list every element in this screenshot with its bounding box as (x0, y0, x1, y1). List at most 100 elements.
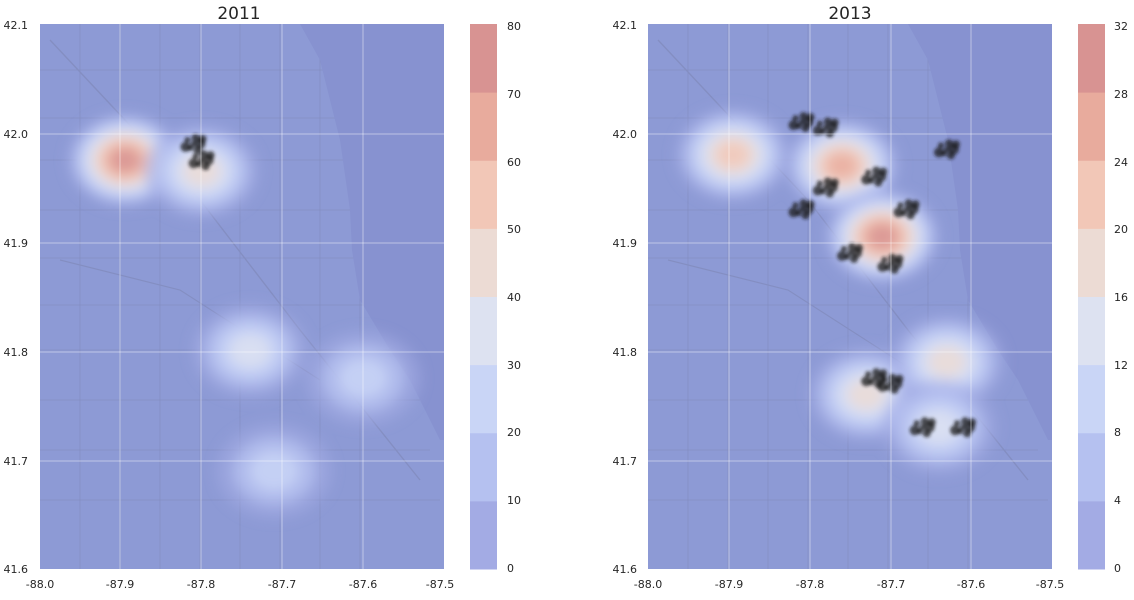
incident-cluster (877, 253, 904, 274)
x-tick-label: -87.6 (957, 578, 985, 591)
colorbar-tick-label: 8 (1114, 426, 1121, 439)
incident-point (906, 211, 915, 220)
incident-point (879, 369, 888, 378)
colorbar-band (470, 500, 497, 570)
incident-point (201, 162, 210, 171)
incident-point (874, 178, 883, 187)
density-contour (229, 334, 271, 368)
colorbar-band (470, 432, 497, 502)
lake-michigan (300, 24, 444, 440)
incident-point (837, 250, 847, 261)
x-tick-label: -87.8 (796, 578, 824, 591)
map-plot-area (648, 24, 1052, 569)
x-tick-label: -87.7 (877, 578, 905, 591)
incident-point (887, 260, 894, 267)
incident-point (193, 145, 202, 154)
incident-point (792, 115, 799, 122)
incident-point (822, 184, 829, 191)
incident-point (897, 202, 904, 209)
incident-point (865, 371, 872, 378)
incident-cluster (837, 242, 863, 263)
colorbar-band (1078, 228, 1105, 297)
incident-point (909, 425, 920, 436)
incident-point (893, 207, 904, 218)
y-tick-label: 41.9 (4, 237, 29, 250)
colorbar-band (470, 228, 497, 297)
x-axis-ticks: -88.0 -87.9 -87.8 -87.7 -87.6 -87.5 (634, 578, 1064, 591)
colorbar-tick-label: 40 (507, 291, 521, 304)
incident-cluster (861, 166, 888, 187)
incident-cluster (933, 139, 960, 160)
y-tick-label: 41.8 (613, 346, 638, 359)
incident-point (206, 151, 215, 160)
incident-point (881, 256, 888, 263)
x-tick-label: -87.6 (349, 578, 377, 591)
colorbar-tick-label: 32 (1114, 20, 1128, 33)
incident-point (806, 200, 815, 209)
incident-point (871, 173, 878, 180)
y-axis-ticks: 41.6 41.7 41.8 41.9 42.0 42.1 (4, 19, 29, 576)
colorbar-tick-label: 80 (507, 20, 521, 33)
incident-point (960, 424, 967, 431)
x-axis-ticks: -88.0 -87.9 -87.8 -87.7 -87.6 -87.5 (26, 578, 454, 591)
colorbar: 0 4 8 12 16 20 24 28 32 (1078, 20, 1128, 575)
colorbar-tick-label: 4 (1114, 494, 1121, 507)
incident-point (963, 429, 972, 438)
incident-point (830, 118, 839, 127)
incident-point (198, 157, 205, 164)
incident-point (855, 243, 863, 252)
x-tick-label: -87.7 (268, 578, 296, 591)
colorbar-tick-label: 50 (507, 223, 521, 236)
incident-cluster (909, 417, 936, 438)
incident-point (968, 418, 977, 427)
y-tick-label: 42.0 (4, 128, 29, 141)
incident-point (881, 376, 888, 383)
colorbar-tick-label: 70 (507, 88, 521, 101)
x-tick-label: -88.0 (634, 578, 662, 591)
incident-point (830, 178, 839, 187)
y-tick-label: 41.6 (4, 563, 29, 576)
density-contour (716, 141, 750, 169)
colorbar-band (470, 92, 497, 161)
incident-point (903, 206, 910, 213)
incident-point (950, 425, 961, 436)
incident-cluster (788, 199, 815, 220)
incident-point (798, 206, 805, 213)
incident-point (788, 207, 799, 218)
colorbar-band (1078, 24, 1105, 93)
x-tick-label: -87.5 (1036, 578, 1064, 591)
colorbar-band (470, 296, 497, 366)
incident-point (890, 265, 899, 274)
grid (40, 24, 444, 569)
incident-point (841, 245, 847, 252)
y-axis-ticks: 41.6 41.7 41.8 41.9 42.0 42.1 (613, 19, 638, 576)
incident-point (180, 141, 191, 152)
y-tick-label: 41.7 (613, 455, 638, 468)
x-tick-label: -87.9 (715, 578, 743, 591)
y-tick-label: 42.1 (4, 19, 29, 32)
x-tick-label: -88.0 (26, 578, 54, 591)
incident-point (801, 211, 810, 220)
colorbar-tick-label: 20 (1114, 223, 1128, 236)
incident-point (865, 169, 872, 176)
incident-cluster (950, 417, 977, 438)
incident-point (922, 429, 931, 438)
colorbar-band (1078, 92, 1105, 161)
incident-point (877, 261, 888, 272)
y-tick-label: 41.9 (613, 237, 638, 250)
incident-cluster (180, 133, 207, 154)
incident-point (825, 189, 834, 198)
incident-point (190, 140, 197, 147)
incident-point (788, 120, 799, 131)
colorbar-tick-label: 0 (1114, 562, 1121, 575)
incident-point (890, 385, 899, 394)
incident-point (812, 125, 823, 136)
colorbar-band (1078, 296, 1105, 366)
map-plot-area (40, 24, 444, 569)
incident-point (822, 124, 829, 131)
colorbar-tick-label: 28 (1114, 88, 1128, 101)
incident-point (798, 119, 805, 126)
colorbar-tick-label: 24 (1114, 156, 1128, 169)
density-contour (848, 379, 885, 410)
colorbar: 0 10 20 30 40 50 60 70 80 (470, 20, 521, 575)
